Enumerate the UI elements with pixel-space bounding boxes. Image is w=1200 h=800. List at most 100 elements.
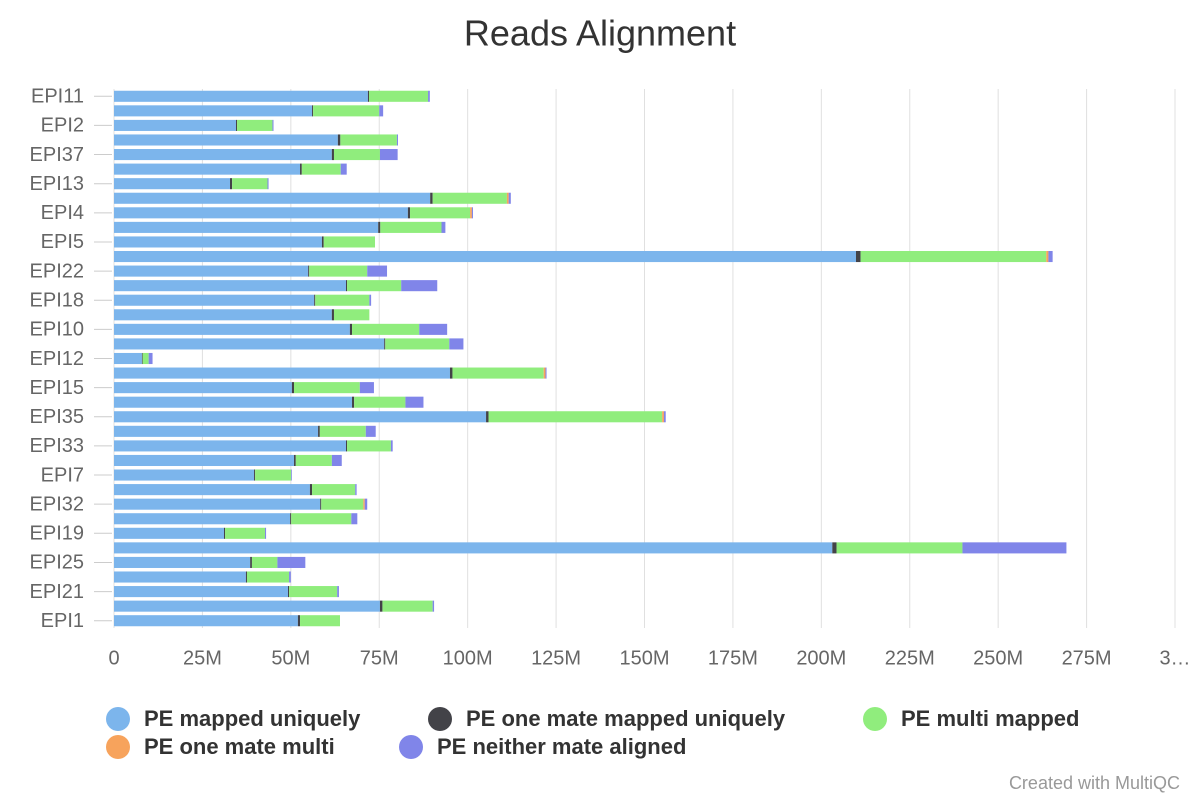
bar-segment [114, 571, 246, 583]
x-tick-label: 275M [1062, 647, 1112, 669]
bar-segment [114, 280, 347, 292]
bar-segment [236, 119, 238, 131]
bar-segment [288, 586, 290, 598]
bar-segment [331, 454, 342, 467]
bar-segment [142, 352, 149, 365]
bar-segment [352, 396, 355, 408]
bar-segment [318, 425, 320, 437]
bar-segment [347, 440, 391, 452]
bar-segment [312, 484, 356, 496]
bar-segment [114, 236, 322, 248]
bar-segment [506, 192, 509, 204]
y-tick-label: EPI1 [41, 610, 84, 632]
bar-segment [114, 382, 292, 394]
bar-segment [297, 615, 301, 627]
bar-segment [379, 105, 384, 117]
bar-segment [333, 309, 370, 321]
x-tick-label: 50M [271, 647, 310, 669]
bar-segment [354, 396, 406, 408]
bar-segment [337, 586, 339, 598]
bar-segment [323, 236, 376, 248]
y-tick-label: EPI19 [30, 523, 84, 545]
bar-segment [250, 556, 252, 568]
bar-segment [289, 586, 338, 598]
bar-segment [663, 411, 666, 423]
bar-segment [114, 615, 298, 627]
bar-segment [114, 600, 380, 612]
bar-segment [470, 207, 472, 219]
bar-segment [407, 207, 411, 219]
bar-segment [291, 513, 352, 525]
bar-segment [246, 571, 290, 583]
bar-segment [432, 600, 435, 612]
bar-segment [114, 163, 301, 175]
bar-segment [321, 236, 324, 248]
legend-marker [428, 707, 452, 731]
bar-segment [367, 265, 388, 277]
bar-segment [309, 265, 368, 277]
x-tick-label: 75M [360, 647, 399, 669]
legend-label: PE mapped uniquely [144, 706, 361, 731]
bar-segment [114, 134, 338, 146]
bar-segment [430, 192, 433, 204]
bar-segment [114, 367, 450, 379]
bar-segment [543, 367, 546, 379]
bar-segment [333, 149, 380, 161]
bar-segment [836, 542, 963, 554]
bar-segment [308, 265, 310, 277]
bar-segment [291, 469, 292, 481]
y-tick-label: EPI5 [41, 231, 84, 253]
bar-segment [432, 192, 507, 204]
y-tick-label: EPI18 [30, 290, 84, 312]
bar-segment [223, 527, 226, 539]
bar-segment [352, 323, 420, 335]
bar-segment [230, 178, 233, 190]
bar-segment [314, 294, 316, 306]
bar-segment [351, 513, 358, 525]
legend-marker [106, 735, 130, 759]
bar-segment [294, 382, 360, 394]
bar-segment [367, 90, 369, 102]
bar-segment [315, 294, 370, 306]
y-tick-label: EPI35 [30, 406, 84, 428]
bar-segment [486, 411, 489, 423]
bar-segment [114, 105, 313, 117]
bar-segment [410, 207, 471, 219]
bar-segment [347, 280, 402, 292]
bar-segment [277, 556, 306, 568]
x-tick-label: 225M [885, 647, 935, 669]
bar-segment [300, 163, 302, 175]
y-tick-label: EPI10 [30, 319, 84, 341]
bar-segment [254, 469, 256, 481]
bar-segment [114, 440, 347, 452]
bar-segment [272, 119, 274, 131]
legend-marker [106, 707, 130, 731]
y-tick-label: EPI11 [31, 86, 84, 108]
bar-segment [662, 411, 664, 423]
bar-segment [114, 542, 833, 554]
bar-segment [385, 338, 450, 350]
bar-segment [471, 207, 473, 219]
y-tick-label: EPI12 [30, 348, 84, 370]
legend-label: PE multi mapped [901, 706, 1079, 731]
bar-segment [290, 513, 292, 525]
y-tick-label: EPI7 [41, 464, 84, 486]
bar-segment [114, 498, 321, 510]
bar-segment [962, 542, 1067, 554]
y-tick-label: EPI25 [30, 552, 84, 574]
legend-marker [863, 707, 887, 731]
bar-segment [309, 484, 313, 496]
bar-segment [255, 469, 292, 481]
bar-segment [379, 149, 398, 161]
bar-segment [428, 90, 430, 102]
y-tick-label: EPI13 [30, 173, 84, 195]
bar-segment [319, 425, 366, 437]
x-tick-label: 100M [443, 647, 493, 669]
bar-segment [114, 90, 368, 102]
bar-segment [320, 498, 322, 510]
x-tick-label: 250M [973, 647, 1023, 669]
legend-label: PE one mate multi [144, 734, 335, 759]
bar-segment [114, 294, 315, 306]
bar-segment [380, 221, 442, 233]
